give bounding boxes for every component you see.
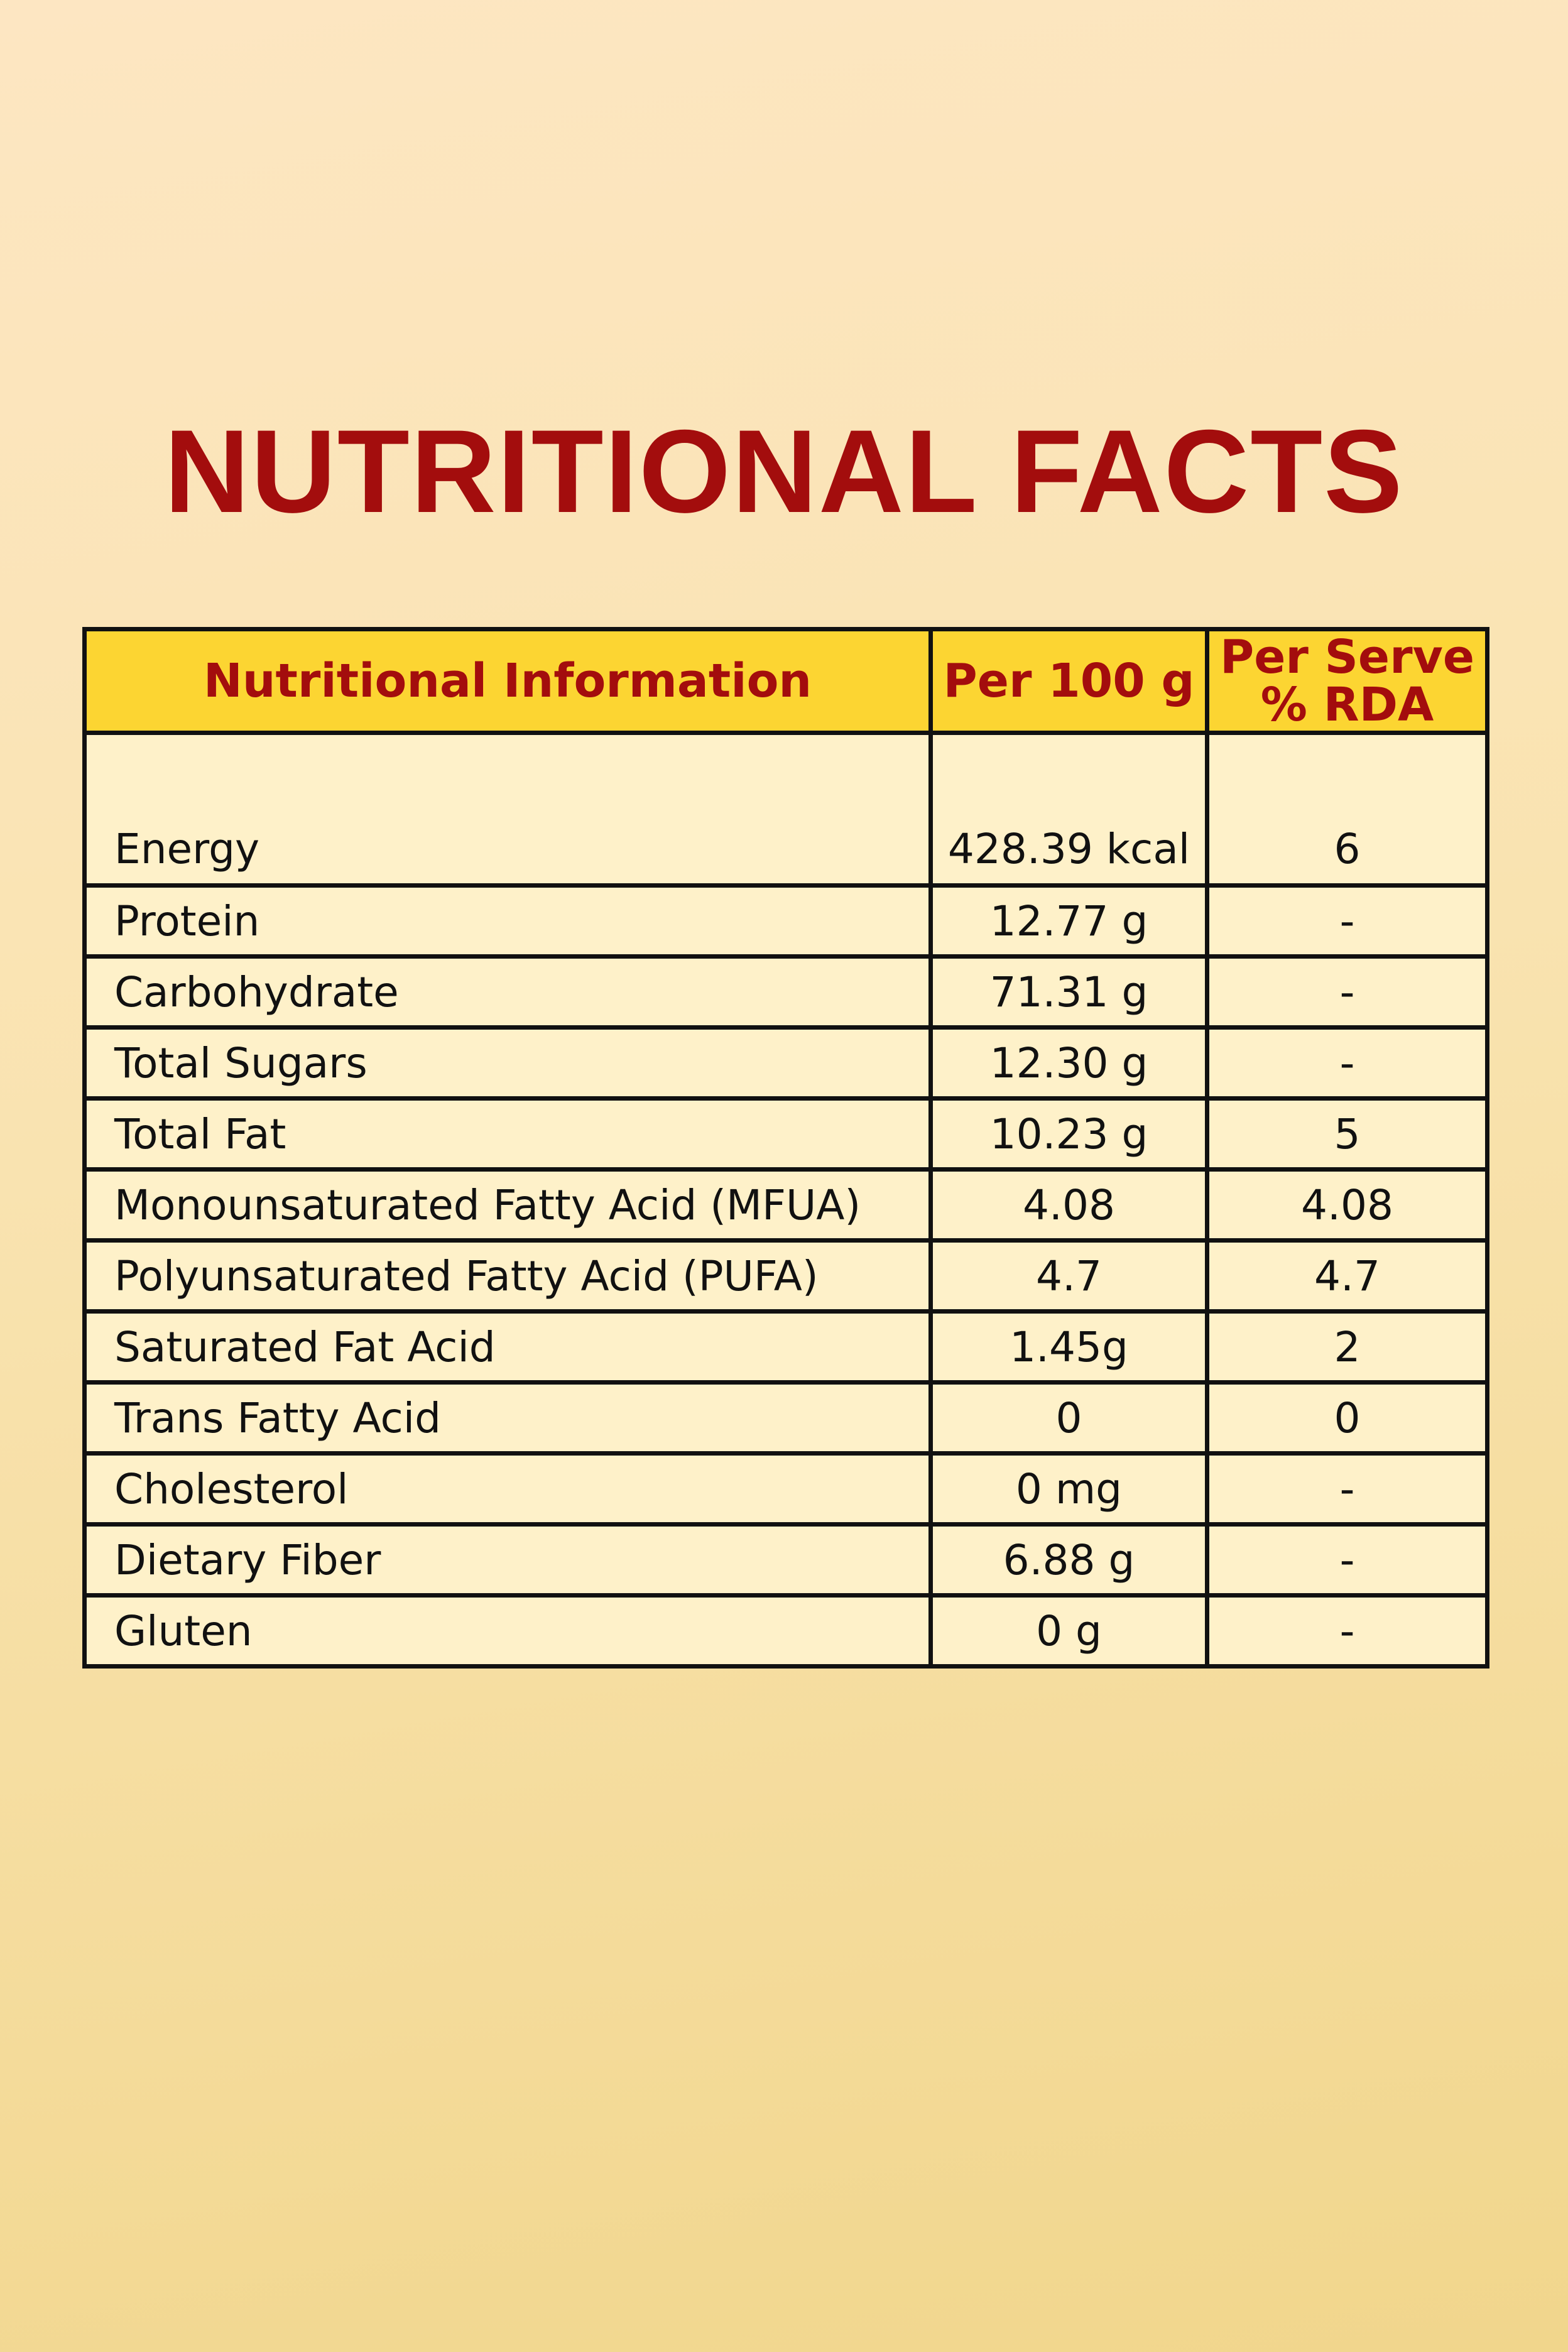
nutrient-value: 10.23 g xyxy=(928,1096,1209,1172)
nutrient-value: 4.7 xyxy=(928,1238,1209,1314)
nutrient-value: - xyxy=(1205,883,1489,959)
nutrient-value: - xyxy=(1205,1451,1489,1527)
nutrient-label: Trans Fatty Acid xyxy=(82,1380,933,1456)
nutrition-table: Nutritional Information Per 100 g Per Serv… xyxy=(82,627,1489,1669)
nutrient-value: 1.45g xyxy=(928,1309,1209,1385)
nutrient-label: Carbohydrate xyxy=(82,954,933,1030)
nutrient-value: 6 xyxy=(1205,731,1489,888)
nutrient-value: 12.30 g xyxy=(928,1025,1209,1101)
table-row: Polyunsaturated Fatty Acid (PUFA) 4.7 4.7 xyxy=(82,1238,1489,1314)
table-row: Saturated Fat Acid 1.45g 2 xyxy=(82,1309,1489,1385)
nutrient-value: 71.31 g xyxy=(928,954,1209,1030)
nutrient-value: 4.7 xyxy=(1205,1238,1489,1314)
nutrient-value: 12.77 g xyxy=(928,883,1209,959)
nutrient-label: Cholesterol xyxy=(82,1451,933,1527)
table-row: Trans Fatty Acid 0 0 xyxy=(82,1380,1489,1456)
table-row: Cholesterol 0 mg - xyxy=(82,1451,1489,1527)
nutrient-value: 0 xyxy=(1205,1380,1489,1456)
nutrient-value: 5 xyxy=(1205,1096,1489,1172)
nutrient-label: Total Fat xyxy=(82,1096,933,1172)
nutrient-label: Total Sugars xyxy=(82,1025,933,1101)
nutrient-label: Saturated Fat Acid xyxy=(82,1309,933,1385)
table-row: Gluten 0 g- xyxy=(82,1593,1489,1669)
column-header: Nutritional Information xyxy=(82,627,933,735)
table-row: Dietary Fiber 6.88 g- xyxy=(82,1522,1489,1598)
nutrient-value: 4.08 xyxy=(928,1167,1209,1243)
nutrient-label: Gluten xyxy=(82,1593,933,1669)
column-header: Per Serve % RDA xyxy=(1205,627,1489,735)
nutrient-value: 0 xyxy=(928,1380,1209,1456)
nutrient-label: Polyunsaturated Fatty Acid (PUFA) xyxy=(82,1238,933,1314)
nutrient-label: Energy xyxy=(82,731,933,888)
nutrient-value: - xyxy=(1205,1593,1489,1669)
nutrient-value: - xyxy=(1205,954,1489,1030)
nutrient-value: 6.88 g xyxy=(928,1522,1209,1598)
table-row: Protein 12.77 g- xyxy=(82,883,1489,959)
nutrient-value: 0 g xyxy=(928,1593,1209,1669)
table-body: Energy 428.39 kcal 6 Protein 12.77 g - Carbohy… xyxy=(82,731,1489,1669)
nutrient-label: Monounsaturated Fatty Acid (MFUA) xyxy=(82,1167,933,1243)
table-row: Total Sugars 12.30 g- xyxy=(82,1025,1489,1101)
nutrient-label: Protein xyxy=(82,883,933,959)
header-row: Nutritional Information Per 100 g Per Serv… xyxy=(82,627,1489,735)
table-row: Carbohydrate 71.31 g- xyxy=(82,954,1489,1030)
nutrient-value: 0 mg xyxy=(928,1451,1209,1527)
title: NUTRITIONAL FACTS xyxy=(164,405,1404,537)
nutrient-value: 2 xyxy=(1205,1309,1489,1385)
table-row: Energy 428.39 kcal 6 xyxy=(82,731,1489,888)
nutrient-value: - xyxy=(1205,1522,1489,1598)
column-header: Per 100 g xyxy=(928,627,1209,735)
nutrient-value: - xyxy=(1205,1025,1489,1101)
nutrient-label: Dietary Fiber xyxy=(82,1522,933,1598)
nutrient-value: 428.39 kcal xyxy=(928,731,1209,888)
table-row: Monounsaturated Fatty Acid (MFUA) 4.08 4.0… xyxy=(82,1167,1489,1243)
nutrient-value: 4.08 xyxy=(1205,1167,1489,1243)
